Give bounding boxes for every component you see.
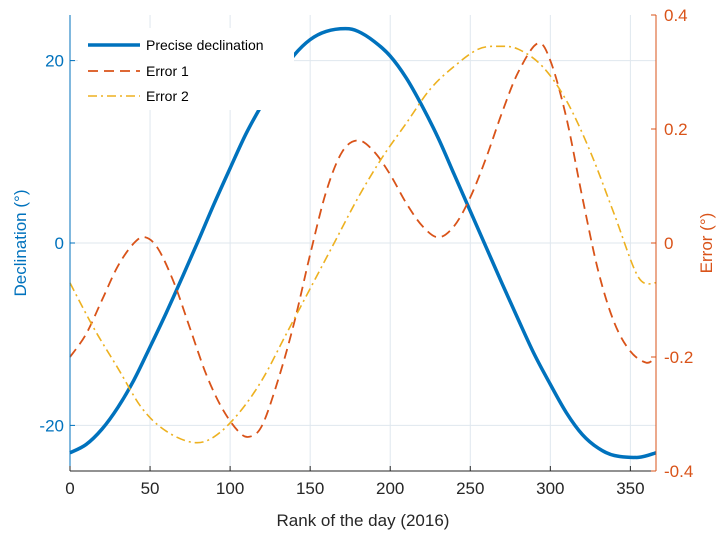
x-tick-label: 150 — [296, 479, 324, 498]
right-axis-label: Error (°) — [697, 213, 716, 274]
legend-label-error-2: Error 2 — [146, 88, 189, 104]
x-tick-label: 50 — [141, 479, 160, 498]
x-axis-label: Rank of the day (2016) — [277, 511, 450, 530]
x-tick-label: 250 — [456, 479, 484, 498]
right-tick-label: 0 — [664, 234, 673, 253]
left-tick-label: 0 — [55, 234, 64, 253]
legend-label-error-1: Error 1 — [146, 63, 189, 79]
x-tick-label: 350 — [616, 479, 644, 498]
x-tick-label: 300 — [536, 479, 564, 498]
tick-labels: 0 50 100 150 200 250 300 350 -20 0 20 -0.4 -0.2 0 0.2 0… — [39, 6, 693, 498]
series-line-error-2 — [69, 45, 657, 444]
series-line-precise-declination — [69, 26, 657, 460]
left-tick-label: 20 — [45, 52, 64, 71]
left-tick-label: -20 — [39, 416, 64, 435]
x-tick-label: 100 — [216, 479, 244, 498]
legend-label-precise-declination: Precise declination — [146, 37, 264, 53]
axes — [69, 14, 657, 472]
x-tick-label: 0 — [65, 479, 74, 498]
series-layer — [69, 26, 657, 460]
x-tick-label: 200 — [376, 479, 404, 498]
right-tick-label: -0.2 — [664, 348, 693, 367]
left-axis-label: Declination (°) — [11, 190, 30, 297]
right-tick-label: 0.2 — [664, 120, 688, 139]
right-tick-label: -0.4 — [664, 462, 693, 481]
right-tick-label: 0.4 — [664, 6, 688, 25]
legend: Precise declination Error 1 Error 2 — [78, 28, 294, 110]
